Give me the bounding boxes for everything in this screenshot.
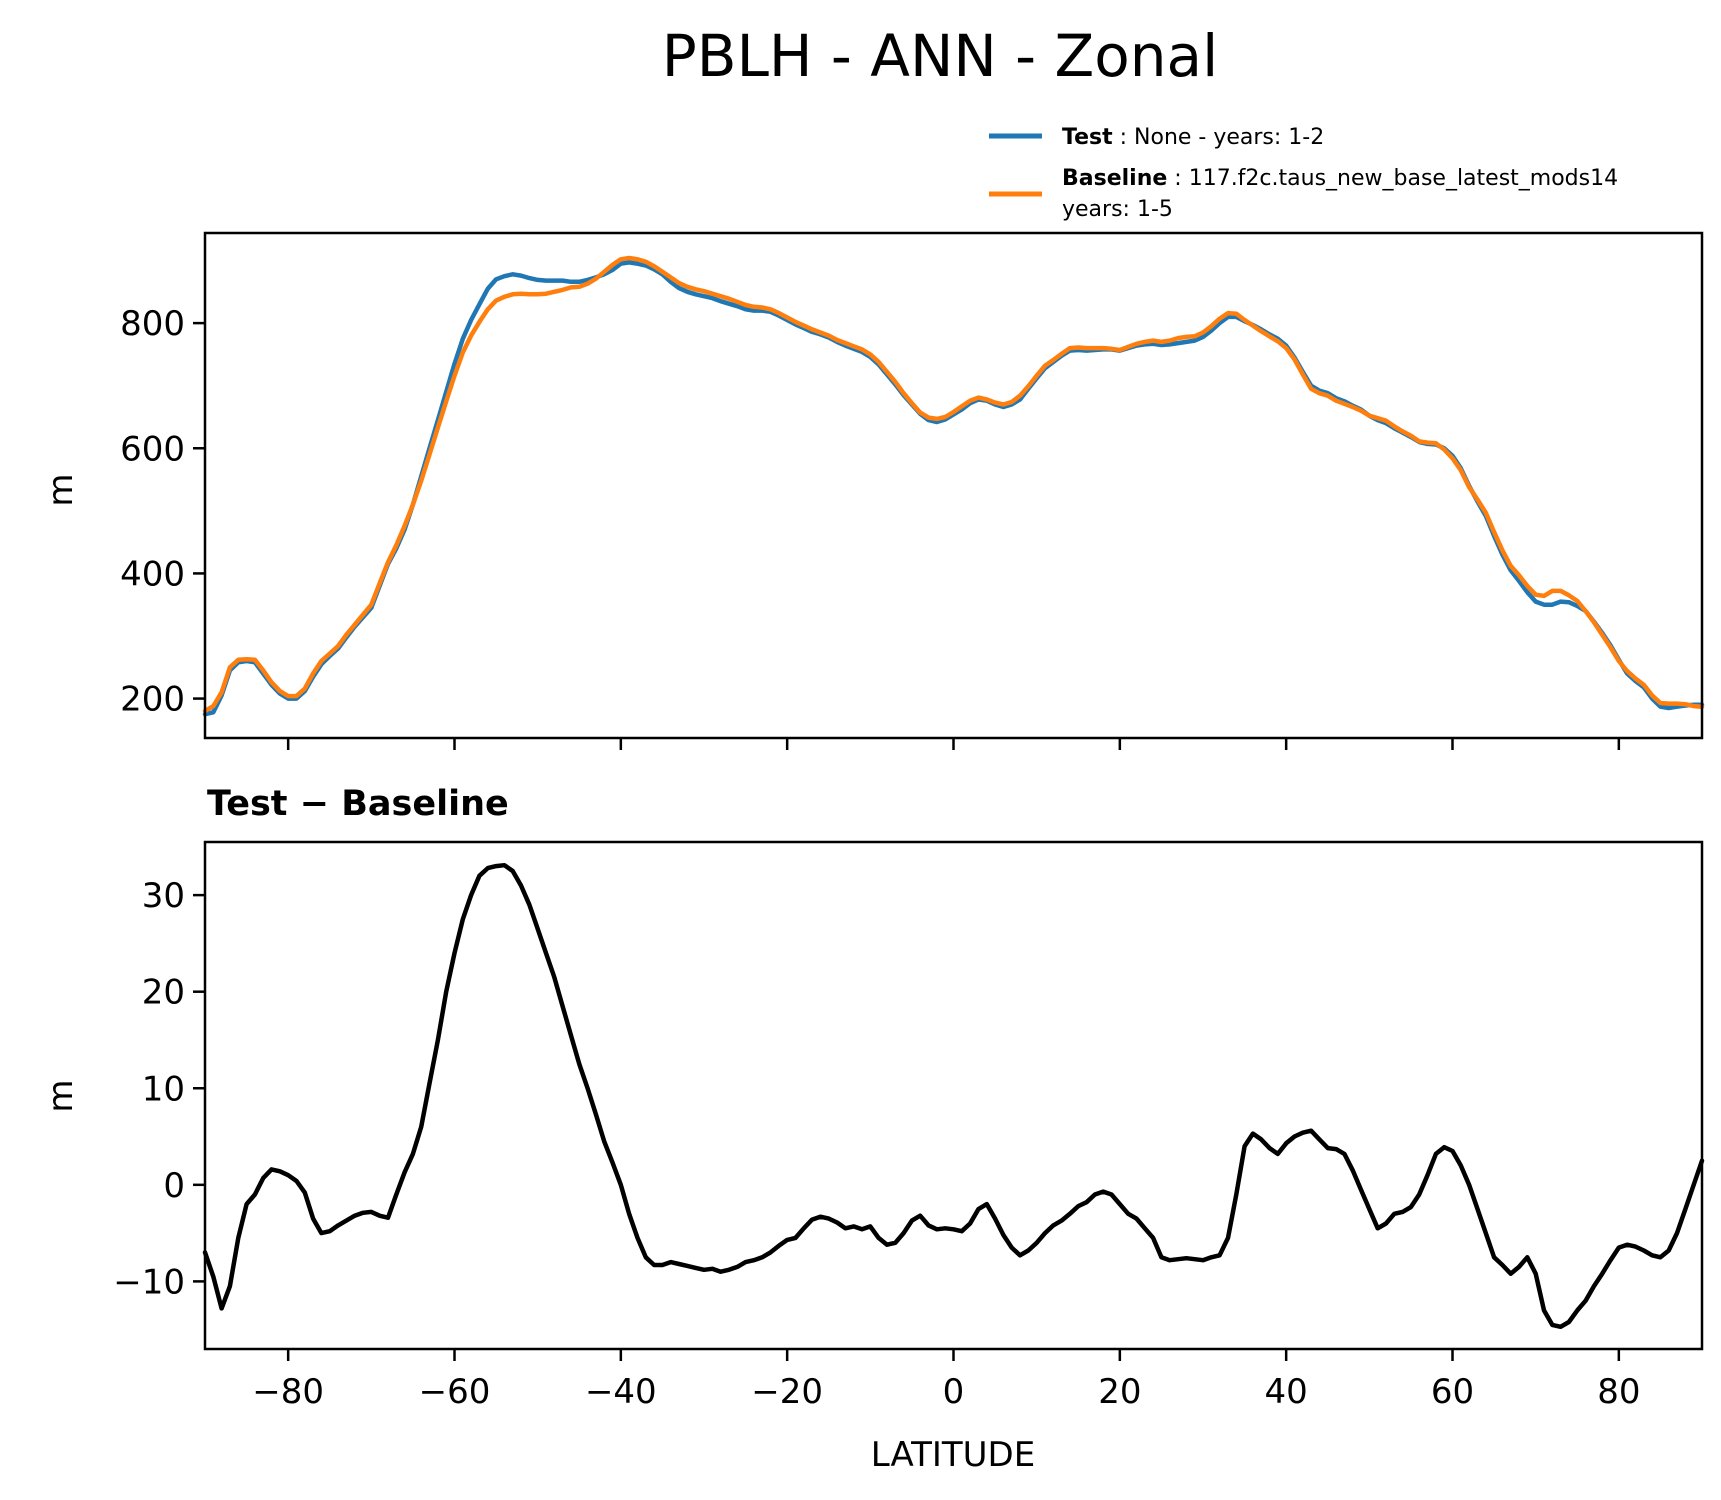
bottom-panel-frame <box>203 840 1704 1351</box>
bottom-ytick-label: 20 <box>142 973 185 1013</box>
bottom-series-diff-line <box>202 862 1705 1330</box>
legend-baseline-desc: : 117.f2c.taus_new_base_latest_mods14 <box>1174 166 1618 191</box>
x-axis-label: LATITUDE <box>871 1435 1035 1475</box>
bottom-panel: Test − Baseline −10 0 10 20 30 −80 −60 −40 −20 0 2… <box>41 784 1705 1475</box>
figure-title: PBLH - ANN - Zonal <box>662 22 1218 90</box>
bottom-ytick-label: 0 <box>163 1166 185 1206</box>
bottom-ytick-label: 10 <box>142 1069 185 1109</box>
bottom-ytick-label: −10 <box>113 1262 185 1302</box>
bottom-xtick-label: −40 <box>585 1372 657 1412</box>
legend-test-desc: : None - years: 1-2 <box>1120 125 1325 150</box>
bottom-series-lines <box>202 862 1705 1330</box>
legend-test-label: Test <box>1062 125 1113 150</box>
top-ylabel: m <box>41 473 81 506</box>
top-ytick-label: 400 <box>120 554 185 594</box>
top-panel-frame <box>203 231 1704 740</box>
legend-baseline-text: Baseline : 117.f2c.taus_new_base_latest_… <box>1062 166 1618 191</box>
bottom-ylabel: m <box>41 1079 81 1112</box>
bottom-xtick-label: 80 <box>1597 1372 1640 1412</box>
diff-title: Test − Baseline <box>207 784 509 824</box>
top-ytick-label: 600 <box>120 429 185 469</box>
top-series-baseline-line <box>202 255 1705 714</box>
bottom-xtick-label: 20 <box>1098 1372 1141 1412</box>
top-panel: 200 400 600 800 m <box>41 231 1705 750</box>
bottom-xtick-label: 40 <box>1265 1372 1308 1412</box>
top-series-lines <box>202 255 1705 717</box>
bottom-xtick-label: −80 <box>252 1372 324 1412</box>
legend: Test : None - years: 1-2 Baseline : 117.… <box>989 125 1618 222</box>
top-axes: 200 400 600 800 <box>120 304 1621 750</box>
bottom-xtick-label: −60 <box>419 1372 491 1412</box>
bottom-xtick-label: 0 <box>943 1372 965 1412</box>
top-ytick-label: 200 <box>120 680 185 720</box>
bottom-ytick-label: 30 <box>142 876 185 916</box>
legend-baseline-label: Baseline <box>1062 166 1167 191</box>
legend-baseline-text-2: years: 1-5 <box>1062 197 1173 222</box>
bottom-axes: −10 0 10 20 30 −80 −60 −40 −20 0 20 40 60 80 <box>113 876 1640 1412</box>
top-ytick-label: 800 <box>120 304 185 344</box>
legend-test-text: Test : None - years: 1-2 <box>1062 125 1324 150</box>
bottom-xtick-label: −20 <box>751 1372 823 1412</box>
bottom-xtick-label: 60 <box>1431 1372 1474 1412</box>
